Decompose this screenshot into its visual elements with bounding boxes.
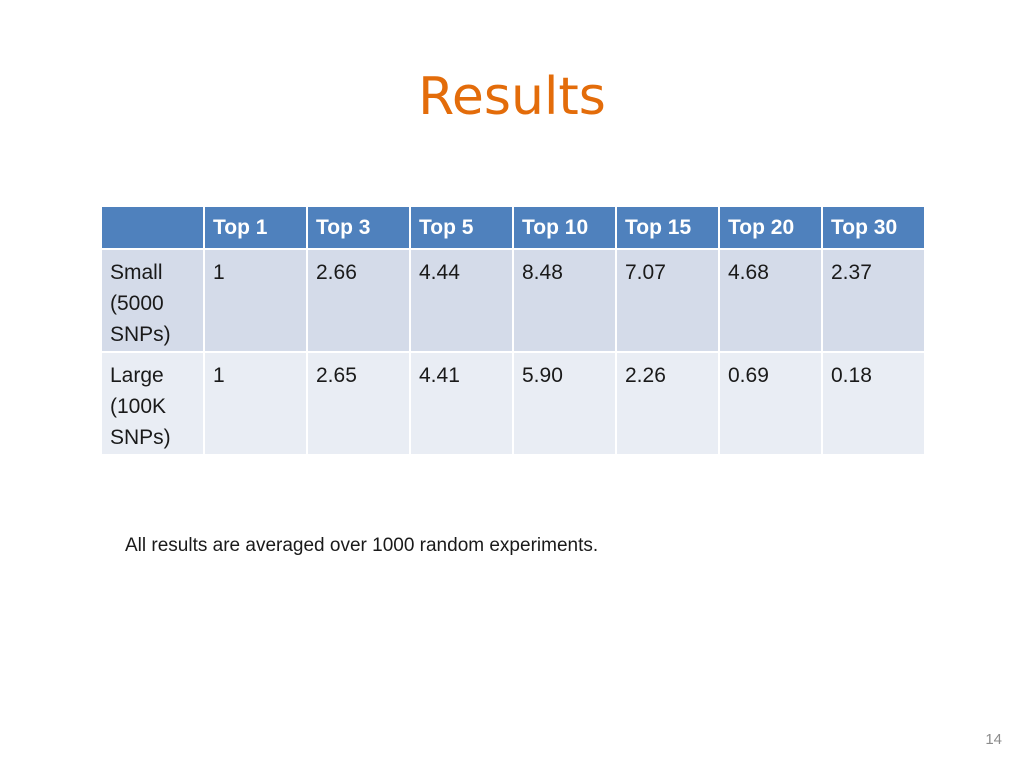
table-header-top-1: Top 1 <box>205 207 306 248</box>
table-header-top-5: Top 5 <box>411 207 512 248</box>
table-row: Small (5000 SNPs) 1 2.66 4.44 8.48 7.07 … <box>102 250 924 351</box>
table-cell: 2.37 <box>823 250 924 351</box>
table-header-corner <box>102 207 203 248</box>
table-cell: 4.68 <box>720 250 821 351</box>
page-number: 14 <box>985 731 1002 748</box>
table-header-top-10: Top 10 <box>514 207 615 248</box>
table-cell: 7.07 <box>617 250 718 351</box>
table-cell: 4.41 <box>411 353 512 454</box>
table-cell: 0.18 <box>823 353 924 454</box>
table-cell: 8.48 <box>514 250 615 351</box>
table-cell: 2.66 <box>308 250 409 351</box>
slide-title: Results <box>418 67 606 127</box>
table-header-top-20: Top 20 <box>720 207 821 248</box>
table-cell: 4.44 <box>411 250 512 351</box>
table-cell: 2.65 <box>308 353 409 454</box>
table-cell: 0.69 <box>720 353 821 454</box>
row-label-large: Large (100K SNPs) <box>102 353 203 454</box>
table-header-top-30: Top 30 <box>823 207 924 248</box>
table-header-top-15: Top 15 <box>617 207 718 248</box>
table-header-row: Top 1 Top 3 Top 5 Top 10 Top 15 Top 20 T… <box>102 207 924 248</box>
table-cell: 1 <box>205 250 306 351</box>
table-cell: 2.26 <box>617 353 718 454</box>
results-table: Top 1 Top 3 Top 5 Top 10 Top 15 Top 20 T… <box>100 205 926 456</box>
row-label-small: Small (5000 SNPs) <box>102 250 203 351</box>
footnote: All results are averaged over 1000 rando… <box>125 535 599 556</box>
table-cell: 5.90 <box>514 353 615 454</box>
table-header-top-3: Top 3 <box>308 207 409 248</box>
table-cell: 1 <box>205 353 306 454</box>
table-row: Large (100K SNPs) 1 2.65 4.41 5.90 2.26 … <box>102 353 924 454</box>
